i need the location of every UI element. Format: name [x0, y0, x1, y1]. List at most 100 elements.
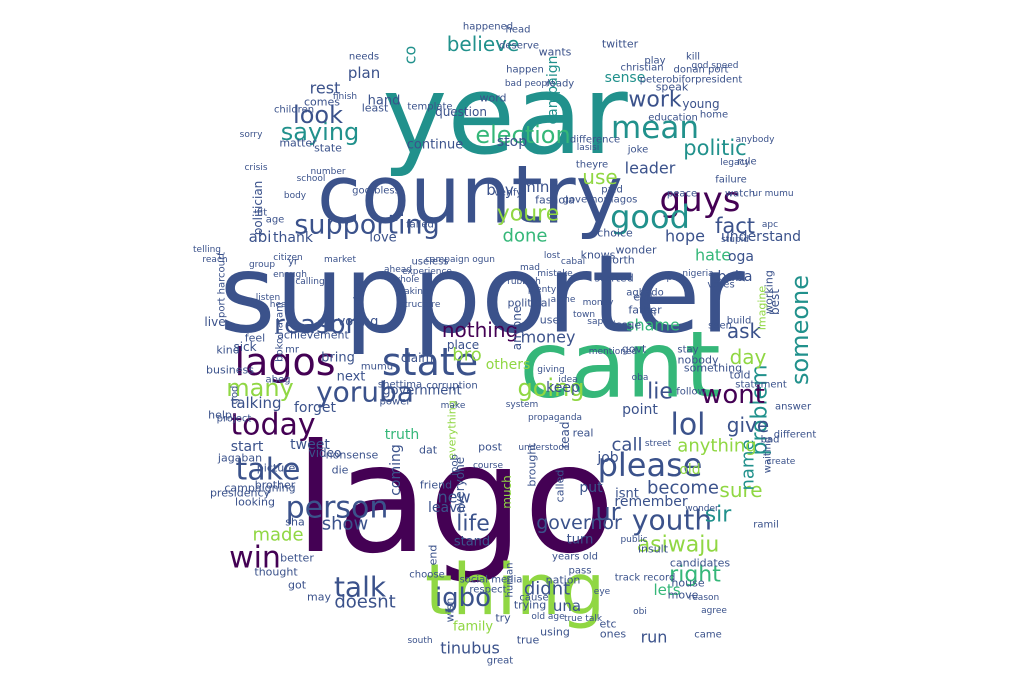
cloud-word: evil — [633, 291, 652, 304]
cloud-word: die — [332, 464, 349, 477]
cloud-word: lagos — [234, 340, 335, 384]
cloud-word: word — [479, 92, 506, 105]
cloud-word: citizen — [273, 253, 302, 263]
cloud-word: anambra — [353, 283, 364, 328]
cloud-word: sorry — [240, 130, 263, 140]
cloud-word: imagine — [756, 286, 769, 331]
cloud-word: wont — [701, 380, 765, 410]
cloud-word: kill — [686, 52, 700, 63]
cloud-word: group — [249, 260, 275, 270]
cloud-word: head — [506, 25, 531, 36]
cloud-word: insult — [638, 543, 669, 556]
cloud-word: town — [573, 310, 595, 320]
cloud-word: others — [486, 357, 531, 373]
cloud-word: lasisi — [577, 143, 599, 153]
cloud-word: guys — [660, 180, 741, 220]
cloud-word: south — [407, 636, 432, 646]
cloud-word: oba — [632, 373, 649, 383]
cloud-word: anyone — [510, 306, 524, 350]
cloud-word: old — [679, 462, 700, 478]
cloud-word: nonsense — [326, 449, 379, 462]
cloud-word: place — [447, 338, 479, 352]
cloud-word: sick — [233, 340, 256, 354]
cloud-word: family — [453, 620, 493, 635]
cloud-word: alone — [551, 295, 576, 305]
cloud-word: money — [521, 328, 576, 347]
cloud-word: make — [441, 401, 466, 411]
cloud-word: seen — [708, 321, 732, 332]
cloud-word: money — [583, 298, 615, 308]
cloud-word: template — [407, 102, 452, 113]
cloud-word: obi — [633, 607, 647, 617]
cloud-word: give — [727, 413, 769, 437]
cloud-word: governor — [536, 512, 622, 534]
cloud-word: politic — [683, 136, 746, 160]
cloud-word: work — [628, 88, 681, 113]
cloud-word: take — [236, 453, 301, 488]
cloud-word: post — [478, 441, 502, 454]
cloud-word: thing — [425, 549, 605, 631]
cloud-word: waiting — [763, 437, 774, 473]
cloud-word: thank — [273, 230, 314, 246]
cloud-word: paid — [601, 185, 623, 196]
cloud-word: corruption — [426, 381, 478, 392]
cloud-word: campaign — [545, 55, 561, 124]
cloud-word: ipob — [450, 454, 461, 476]
cloud-word: ones — [600, 628, 626, 641]
cloud-word: home — [700, 110, 728, 121]
cloud-word: show — [322, 514, 369, 535]
cloud-word: cabal — [561, 257, 585, 267]
cloud-word: lago — [295, 413, 616, 587]
cloud-word: sense — [605, 70, 646, 86]
cloud-word: pdp — [666, 273, 683, 283]
cloud-word: reach — [202, 255, 227, 265]
cloud-word: right — [669, 563, 721, 588]
cloud-word: supporter — [219, 233, 745, 358]
cloud-word: sure — [719, 478, 762, 502]
cloud-word: going — [517, 374, 584, 402]
cloud-word: etc — [599, 618, 616, 631]
cloud-word: try — [495, 612, 511, 625]
cloud-word: thought — [254, 566, 298, 579]
cloud-word: ahead — [384, 265, 412, 275]
cloud-word: job — [596, 450, 618, 466]
cloud-word: governor lagos — [563, 195, 638, 206]
cloud-word: propaganda — [528, 413, 582, 423]
cloud-word: ur — [595, 498, 620, 526]
cloud-word: sir — [705, 503, 733, 528]
cloud-word: education — [648, 113, 698, 124]
cloud-word: lie — [647, 380, 673, 405]
cloud-word: calling — [295, 277, 324, 287]
cloud-word: young — [682, 97, 719, 111]
cloud-word: mr — [285, 345, 300, 356]
cloud-word: hear — [270, 300, 291, 310]
cloud-word: market — [324, 255, 356, 265]
cloud-word: next — [337, 370, 366, 385]
cloud-word: jagaban — [217, 452, 262, 465]
cloud-word: feel — [245, 332, 265, 345]
cloud-word: mistake — [537, 269, 573, 279]
cloud-word: mind — [521, 178, 559, 196]
cloud-word: leave — [428, 500, 466, 516]
cloud-word: bad people — [505, 79, 556, 89]
cloud-word: life — [456, 512, 490, 537]
cloud-word: oh — [644, 308, 656, 319]
cloud-word: street — [645, 439, 672, 449]
cloud-word: mean — [611, 110, 699, 146]
cloud-word: votes — [707, 280, 734, 291]
cloud-word: number — [310, 167, 345, 177]
cloud-word: nothing — [442, 318, 518, 342]
cloud-word: forget — [294, 400, 337, 416]
cloud-word: cant — [519, 312, 720, 419]
cloud-word: giving — [537, 365, 564, 375]
cloud-word: claim — [401, 351, 433, 365]
cloud-word: use — [582, 165, 617, 189]
cloud-word: campaigning — [224, 482, 295, 495]
cloud-word: shettima — [378, 380, 422, 391]
cloud-word: peterobiforpresident — [640, 75, 743, 86]
cloud-word: needs — [349, 52, 379, 63]
cloud-word: peace — [667, 189, 697, 200]
cloud-word: lets — [653, 581, 680, 599]
cloud-word: follow — [676, 387, 706, 398]
